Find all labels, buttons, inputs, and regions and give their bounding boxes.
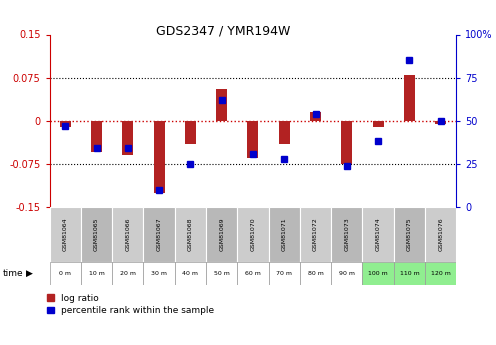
Bar — [50, 207, 81, 262]
Text: 0 m: 0 m — [59, 271, 71, 276]
Bar — [154, 121, 165, 193]
Bar — [300, 262, 331, 285]
Bar — [300, 207, 331, 262]
Bar — [237, 207, 269, 262]
Bar — [248, 121, 258, 158]
Bar — [341, 121, 352, 164]
Bar — [143, 207, 175, 262]
Bar — [310, 112, 321, 121]
Text: 50 m: 50 m — [214, 271, 230, 276]
Bar — [363, 207, 394, 262]
Bar — [123, 121, 133, 155]
Bar — [206, 262, 237, 285]
Bar — [216, 89, 227, 121]
Text: time: time — [2, 269, 23, 278]
Text: GSM81070: GSM81070 — [250, 218, 255, 252]
Text: 30 m: 30 m — [151, 271, 167, 276]
Text: GSM81076: GSM81076 — [438, 218, 443, 252]
Text: GSM81072: GSM81072 — [313, 218, 318, 252]
Text: 60 m: 60 m — [245, 271, 261, 276]
Bar — [112, 262, 143, 285]
Bar — [363, 262, 394, 285]
Bar — [425, 207, 456, 262]
Text: 100 m: 100 m — [368, 271, 388, 276]
Text: 80 m: 80 m — [308, 271, 323, 276]
Bar — [60, 121, 71, 127]
Bar — [269, 207, 300, 262]
Text: GSM81065: GSM81065 — [94, 218, 99, 252]
Bar — [81, 262, 112, 285]
Bar — [185, 121, 196, 144]
Text: GSM81069: GSM81069 — [219, 218, 224, 252]
Text: GSM81071: GSM81071 — [282, 218, 287, 252]
Bar — [206, 207, 237, 262]
Bar — [237, 262, 269, 285]
Legend: log ratio, percentile rank within the sample: log ratio, percentile rank within the sa… — [44, 291, 217, 318]
Text: 10 m: 10 m — [89, 271, 105, 276]
Text: 20 m: 20 m — [120, 271, 136, 276]
Bar — [175, 262, 206, 285]
Bar — [435, 121, 446, 124]
Bar — [175, 207, 206, 262]
Text: GSM81068: GSM81068 — [188, 218, 193, 252]
Bar — [112, 207, 143, 262]
Text: GSM81075: GSM81075 — [407, 218, 412, 252]
Text: 120 m: 120 m — [431, 271, 450, 276]
Text: GSM81073: GSM81073 — [344, 218, 349, 252]
Bar — [394, 262, 425, 285]
Text: 70 m: 70 m — [276, 271, 292, 276]
Bar — [372, 121, 383, 127]
Bar — [331, 207, 363, 262]
Bar — [394, 207, 425, 262]
Bar — [91, 121, 102, 152]
Text: GSM81066: GSM81066 — [125, 218, 130, 252]
Text: GSM81074: GSM81074 — [375, 218, 380, 252]
Bar — [269, 262, 300, 285]
Bar — [425, 262, 456, 285]
Text: GDS2347 / YMR194W: GDS2347 / YMR194W — [156, 24, 290, 37]
Text: 90 m: 90 m — [339, 271, 355, 276]
Text: 110 m: 110 m — [399, 271, 419, 276]
Bar — [50, 262, 81, 285]
Bar — [81, 207, 112, 262]
Bar — [331, 262, 363, 285]
Text: GSM81067: GSM81067 — [157, 218, 162, 252]
Text: GSM81064: GSM81064 — [62, 218, 68, 252]
Bar — [404, 75, 415, 121]
Text: ▶: ▶ — [26, 269, 33, 278]
Bar — [279, 121, 290, 144]
Bar — [143, 262, 175, 285]
Text: 40 m: 40 m — [183, 271, 198, 276]
